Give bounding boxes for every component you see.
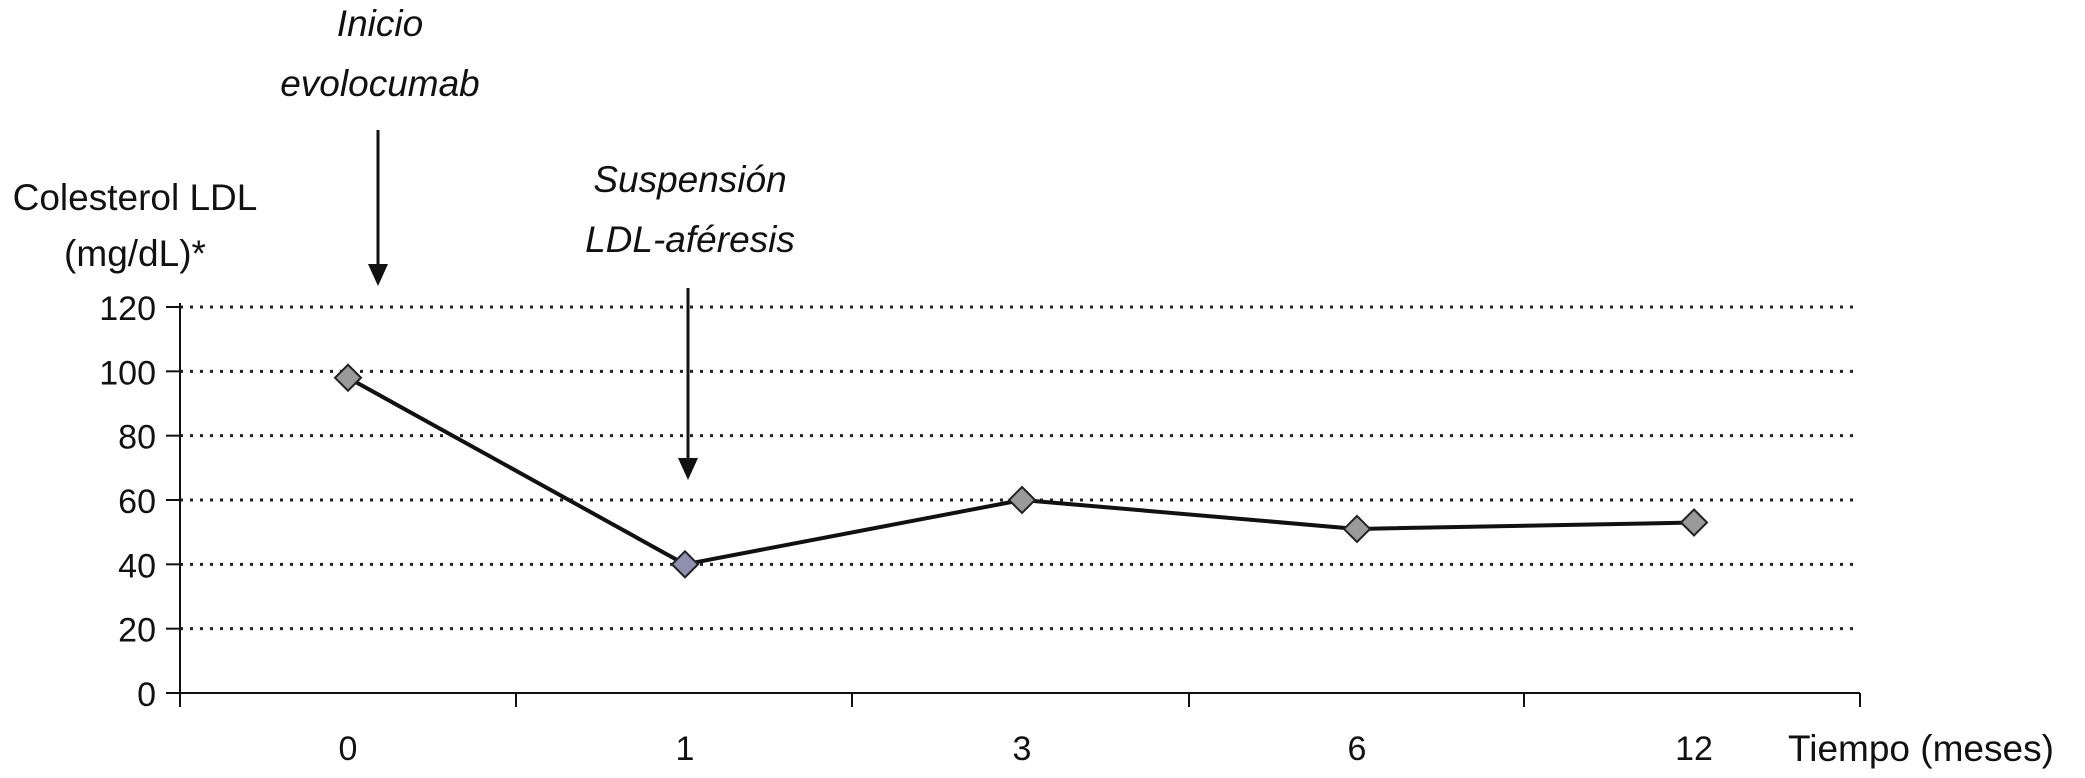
x-tick-label-0: 0 <box>339 730 358 768</box>
annotation-arrowhead-2 <box>678 458 698 480</box>
y-tick-label-80: 80 <box>118 419 156 457</box>
y-axis-title-line-1: Colesterol LDL <box>12 177 258 218</box>
data-point-12 <box>1679 508 1709 537</box>
data-point-1 <box>670 549 700 579</box>
ldl-series-line <box>347 376 1695 567</box>
x-axis-ticks: 0 1 3 6 12 <box>179 693 1861 768</box>
gridlines <box>180 305 1860 631</box>
annotation-inicio-evolocumab: Inicio evolocumab <box>250 0 510 114</box>
annotation-suspension-aferesis: Suspensión LDL-aféresis <box>540 150 840 270</box>
y-tick-label-60: 60 <box>118 483 156 521</box>
x-tick-label-6: 6 <box>1348 730 1367 768</box>
annotation-2-line-1: Suspensión <box>593 159 787 200</box>
y-axis-title-line-2: (mg/dL)* <box>64 233 206 274</box>
y-tick-label-100: 100 <box>99 354 156 392</box>
annotation-arrowhead-1 <box>368 264 388 286</box>
x-tick-label-1: 1 <box>676 730 695 768</box>
data-markers <box>333 363 1709 579</box>
y-axis-title: Colesterol LDL (mg/dL)* <box>0 170 270 282</box>
annotation-1-line-2: evolocumab <box>280 63 480 104</box>
y-axis-ticks: 0 20 40 60 80 100 120 <box>99 290 180 714</box>
x-tick-label-12: 12 <box>1675 730 1713 768</box>
y-tick-label-120: 120 <box>99 290 156 328</box>
data-point-3 <box>1007 485 1037 515</box>
data-point-0 <box>333 363 363 393</box>
y-tick-label-40: 40 <box>118 547 156 585</box>
annotation-arrows <box>368 130 698 480</box>
y-tick-label-0: 0 <box>137 676 156 714</box>
annotation-1-line-1: Inicio <box>336 3 424 44</box>
x-axis-title: Tiempo (meses) <box>1788 728 2054 769</box>
y-tick-label-20: 20 <box>118 612 156 650</box>
x-tick-label-3: 3 <box>1013 730 1032 768</box>
data-point-6 <box>1342 514 1372 544</box>
annotation-2-line-2: LDL-aféresis <box>585 219 795 260</box>
series-line <box>347 376 1695 567</box>
